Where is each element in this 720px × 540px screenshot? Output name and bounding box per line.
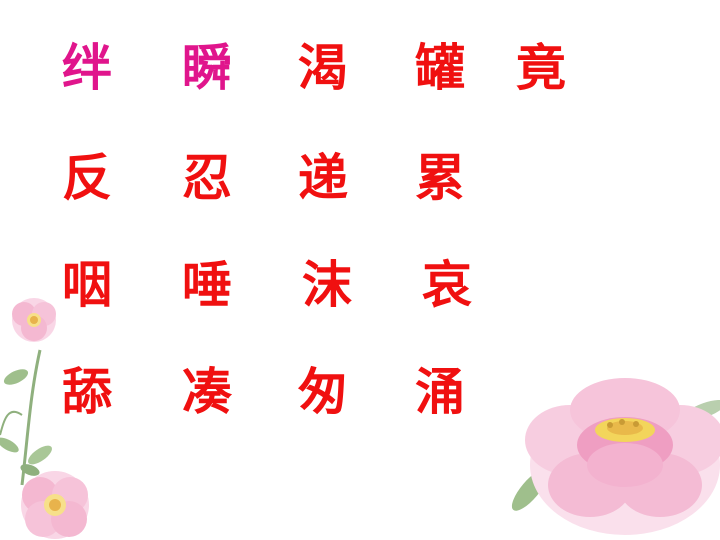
char-r3-c1: 咽 bbox=[62, 256, 112, 314]
char-r1-c1: 绊 bbox=[62, 39, 112, 97]
char-r3-c2: 唾 bbox=[182, 256, 232, 314]
char-r1-c3: 渴 bbox=[298, 39, 348, 97]
char-r4-c3: 匆 bbox=[298, 363, 348, 421]
char-r1-c5: 竟 bbox=[516, 39, 566, 97]
char-r2-c1: 反 bbox=[62, 149, 112, 207]
char-r1-c4: 罐 bbox=[415, 39, 465, 97]
char-r3-c4: 哀 bbox=[422, 256, 472, 314]
char-r2-c4: 累 bbox=[415, 149, 465, 207]
char-r2-c3: 递 bbox=[298, 149, 348, 207]
char-r3-c3: 沫 bbox=[302, 256, 352, 314]
flower-left-icon bbox=[0, 298, 89, 539]
char-r4-c4: 涌 bbox=[415, 363, 465, 421]
char-r4-c1: 舔 bbox=[62, 363, 112, 421]
char-r1-c2: 瞬 bbox=[182, 39, 232, 97]
flower-right-icon bbox=[511, 378, 720, 535]
char-r2-c2: 忍 bbox=[182, 149, 232, 207]
char-r4-c2: 凑 bbox=[182, 363, 232, 421]
